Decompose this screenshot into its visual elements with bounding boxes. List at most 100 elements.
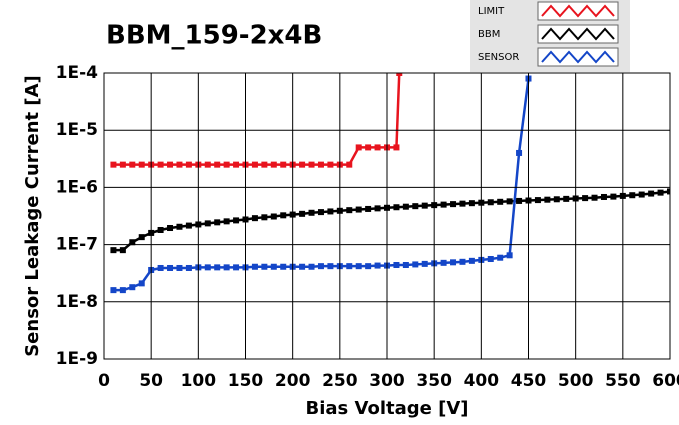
data-point (233, 161, 240, 168)
data-point (251, 263, 258, 270)
data-point (317, 209, 324, 216)
data-point (440, 201, 447, 208)
data-point (516, 197, 523, 204)
legend-swatch-box (537, 47, 619, 67)
data-point (157, 264, 164, 271)
data-point (544, 196, 551, 203)
x-tick-label: 0 (98, 371, 110, 391)
data-point (402, 203, 409, 210)
y-tick-label: 1E-9 (56, 349, 98, 369)
data-point (110, 247, 117, 254)
data-point (185, 264, 192, 271)
x-tick-label: 500 (558, 371, 594, 391)
data-point (185, 222, 192, 229)
x-tick-label: 200 (275, 371, 311, 391)
data-point (261, 214, 268, 221)
x-tick-label: 100 (181, 371, 217, 391)
data-point (365, 263, 372, 270)
data-point (119, 287, 126, 294)
data-point (327, 263, 334, 270)
data-point (157, 161, 164, 168)
data-point (214, 264, 221, 271)
data-point (346, 263, 353, 270)
data-point (280, 263, 287, 270)
y-tick-label: 1E-7 (56, 235, 98, 255)
data-point (299, 161, 306, 168)
data-point (280, 212, 287, 219)
data-point (648, 190, 655, 197)
data-point (110, 161, 117, 168)
data-point (308, 209, 315, 216)
data-point (129, 284, 136, 291)
data-point (402, 261, 409, 268)
data-point (553, 196, 560, 203)
data-point (365, 205, 372, 212)
x-tick-label: 550 (605, 371, 641, 391)
data-point (270, 161, 277, 168)
data-point (534, 197, 541, 204)
x-tick-label: 50 (139, 371, 163, 391)
data-point (110, 287, 117, 294)
data-point (450, 259, 457, 266)
data-point (261, 263, 268, 270)
data-point (667, 188, 670, 195)
legend-swatch-box (537, 1, 619, 21)
data-point (506, 252, 513, 259)
data-point (629, 192, 636, 199)
data-point (251, 161, 258, 168)
data-point (167, 225, 174, 232)
data-point (421, 202, 428, 209)
data-point (657, 189, 664, 196)
x-tick-label: 150 (228, 371, 264, 391)
legend-label: LIMIT (478, 6, 505, 17)
data-point (600, 193, 607, 200)
data-point (167, 161, 174, 168)
y-tick-label: 1E-6 (56, 177, 98, 197)
x-tick-label: 350 (416, 371, 452, 391)
y-tick-label: 1E-4 (56, 63, 98, 83)
data-point (251, 215, 258, 222)
x-tick-label: 450 (511, 371, 547, 391)
data-point (270, 213, 277, 220)
data-point (468, 200, 475, 207)
legend-label: SENSOR (478, 52, 519, 63)
x-tick-label: 250 (322, 371, 358, 391)
y-axis-label: Sensor Leakage Current [A] (22, 75, 43, 357)
data-point (129, 239, 136, 246)
data-point (374, 262, 381, 269)
data-point (374, 144, 381, 151)
data-point (355, 263, 362, 270)
data-point (516, 149, 523, 156)
data-point (204, 161, 211, 168)
data-point (223, 161, 230, 168)
data-point (317, 161, 324, 168)
data-point (638, 191, 645, 198)
data-point (327, 161, 334, 168)
data-point (497, 254, 504, 261)
data-point (459, 258, 466, 265)
data-point (412, 261, 419, 268)
legend-swatch-box (537, 24, 619, 44)
legend-swatch (541, 4, 615, 18)
data-point (412, 203, 419, 210)
data-point (393, 204, 400, 211)
data-point (591, 194, 598, 201)
data-point (393, 144, 400, 151)
legend-swatch (541, 50, 615, 64)
data-point (355, 144, 362, 151)
data-point (233, 264, 240, 271)
data-point (233, 217, 240, 224)
chart-title: BBM_159-2x4B (106, 21, 322, 51)
data-point (204, 220, 211, 227)
data-point (129, 161, 136, 168)
data-point (346, 207, 353, 214)
data-point (119, 247, 126, 254)
data-point (459, 200, 466, 207)
data-point (214, 219, 221, 226)
data-point (563, 195, 570, 202)
x-tick-label: 300 (369, 371, 405, 391)
legend-label: BBM (478, 29, 500, 40)
data-point (487, 199, 494, 206)
data-point (365, 144, 372, 151)
